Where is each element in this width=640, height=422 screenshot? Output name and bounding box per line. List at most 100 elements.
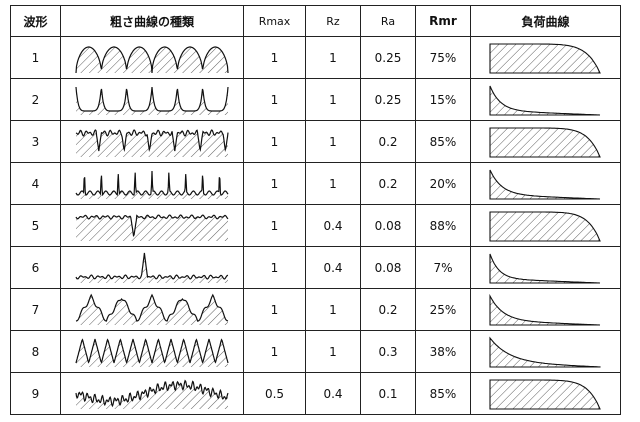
profile-line	[75, 213, 229, 237]
profile-cell	[60, 246, 244, 289]
ra-value-cell: 0.2	[360, 288, 416, 331]
table-row: 7 1 1 0.2 25%	[10, 288, 621, 331]
roughness-table-container: 波形 粗さ曲線の種類 Rmax Rz Ra Rmr 負荷曲線 1 1 1 0.25 75…	[10, 5, 621, 415]
table-row: 4 1 1 0.2 20%	[10, 162, 621, 205]
ra-value-cell: 0.08	[360, 204, 416, 247]
load-curve-cell	[470, 246, 621, 289]
rmr-value-cell: 85%	[415, 120, 471, 163]
roughness-table: 波形 粗さ曲線の種類 Rmax Rz Ra Rmr 負荷曲線 1 1 1 0.25 75…	[10, 5, 621, 415]
rmax-value-cell: 1	[243, 78, 306, 121]
profile-hatch-area	[76, 214, 228, 241]
load-curve-area	[488, 335, 601, 368]
ra-value-cell: 0.08	[360, 246, 416, 289]
profile-cell	[60, 330, 244, 373]
wave-number-cell: 5	[10, 204, 61, 247]
wave-number-cell: 2	[10, 78, 61, 121]
header-rmax: Rmax	[243, 5, 306, 37]
profile-cell	[60, 288, 244, 331]
rmr-value-cell: 75%	[415, 36, 471, 79]
load-curve-4	[488, 169, 600, 200]
rmax-value-cell: 1	[243, 246, 306, 289]
roughness-profile-6	[75, 252, 229, 283]
profile-hatch-area	[76, 129, 228, 157]
table-row: 5 1 0.4 0.08 88%	[10, 204, 621, 247]
roughness-profile-9	[75, 378, 229, 409]
profile-cell	[60, 78, 244, 121]
ra-value-cell: 0.3	[360, 330, 416, 373]
profile-cell	[60, 162, 244, 205]
rz-value-cell: 1	[305, 78, 361, 121]
header-row: 波形 粗さ曲線の種類 Rmax Rz Ra Rmr 負荷曲線	[10, 5, 621, 37]
profile-hatch-area	[76, 338, 228, 367]
rmr-value-cell: 85%	[415, 372, 471, 415]
profile-hatch-area	[76, 252, 228, 283]
rz-value-cell: 0.4	[305, 372, 361, 415]
profile-line	[75, 86, 229, 112]
rmax-value-cell: 1	[243, 330, 306, 373]
profile-cell	[60, 204, 244, 247]
table-body: 1 1 1 0.25 75% 2 1 1 0.25 15% 3 1 1 0.2 85% 4 1 1 0.2 20% 5 1…	[10, 36, 621, 415]
ra-value-cell: 0.1	[360, 372, 416, 415]
load-curve-7	[488, 293, 600, 326]
rmr-value-cell: 7%	[415, 246, 471, 289]
profile-hatch-area	[76, 380, 228, 409]
load-curve-3	[488, 126, 601, 158]
rmax-value-cell: 0.5	[243, 372, 306, 415]
profile-line	[75, 128, 229, 152]
rz-value-cell: 1	[305, 120, 361, 163]
wave-number-cell: 9	[10, 372, 61, 415]
profile-line	[75, 252, 229, 280]
profile-cell	[60, 120, 244, 163]
load-curve-cell	[470, 36, 621, 79]
table-row: 3 1 1 0.2 85%	[10, 120, 621, 163]
load-curve-area	[488, 126, 601, 158]
header-load-curve: 負荷曲線	[470, 5, 621, 37]
header-rmr: Rmr	[415, 5, 471, 37]
load-curve-cell	[470, 162, 621, 205]
rmr-value-cell: 20%	[415, 162, 471, 205]
load-curve-cell	[470, 288, 621, 331]
ra-value-cell: 0.25	[360, 78, 416, 121]
rz-value-cell: 0.4	[305, 246, 361, 289]
ra-value-cell: 0.25	[360, 36, 416, 79]
load-curve-area	[488, 85, 600, 116]
rmax-value-cell: 1	[243, 36, 306, 79]
wave-number-cell: 7	[10, 288, 61, 331]
rz-value-cell: 0.4	[305, 204, 361, 247]
header-ra: Ra	[360, 5, 416, 37]
profile-line	[75, 293, 229, 322]
wave-number-cell: 6	[10, 246, 61, 289]
roughness-profile-8	[75, 337, 229, 367]
load-curve-9	[488, 378, 601, 410]
wave-number-cell: 3	[10, 120, 61, 163]
header-wave: 波形	[10, 5, 61, 37]
roughness-profile-5	[75, 213, 229, 241]
ra-value-cell: 0.2	[360, 162, 416, 205]
table-row: 2 1 1 0.25 15%	[10, 78, 621, 121]
profile-line	[75, 337, 229, 364]
load-curve-cell	[470, 330, 621, 373]
header-profile: 粗さ曲線の種類	[60, 5, 244, 37]
profile-cell	[60, 372, 244, 415]
rmax-value-cell: 1	[243, 162, 306, 205]
load-curve-area	[488, 253, 600, 284]
roughness-profile-1	[75, 45, 229, 73]
profile-line	[75, 378, 229, 407]
table-row: 6 1 0.4 0.08 7%	[10, 246, 621, 289]
load-curve-cell	[470, 120, 621, 163]
roughness-profile-4	[75, 170, 229, 199]
roughness-profile-3	[75, 128, 229, 157]
load-curve-8	[488, 335, 601, 368]
wave-number-cell: 1	[10, 36, 61, 79]
rmr-value-cell: 15%	[415, 78, 471, 121]
rmax-value-cell: 1	[243, 204, 306, 247]
profile-hatch-area	[76, 294, 228, 325]
rmr-value-cell: 25%	[415, 288, 471, 331]
rz-value-cell: 1	[305, 162, 361, 205]
profile-hatch-area	[76, 86, 228, 115]
load-curve-2	[488, 85, 600, 116]
ra-value-cell: 0.2	[360, 120, 416, 163]
wave-number-cell: 4	[10, 162, 61, 205]
rz-value-cell: 1	[305, 330, 361, 373]
wave-number-cell: 8	[10, 330, 61, 373]
